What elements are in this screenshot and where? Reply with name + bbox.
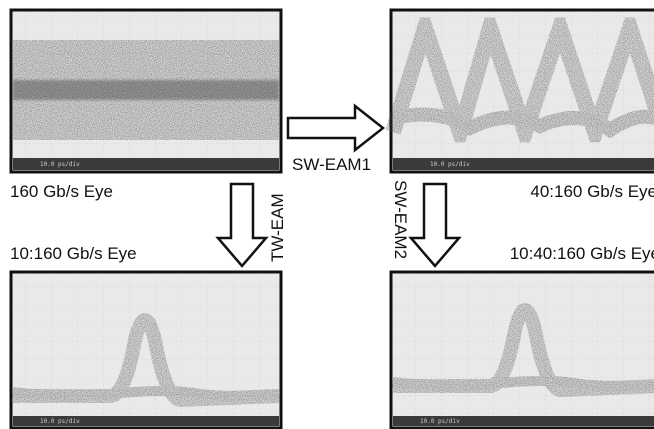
scope-footer: 10.0 ps/div — [430, 161, 470, 168]
arrow-down — [215, 182, 269, 268]
panel-label: 10:40:160 Gb/s Eye — [510, 244, 654, 263]
scope-panel: 10.0 ps/div — [9, 8, 283, 174]
panel-label: 40:160 Gb/s Eye — [530, 182, 654, 201]
scope-panel: 10.0 ps/div — [389, 270, 654, 429]
arrow-right — [286, 103, 386, 153]
scope-panel: 10.0 ps/div — [385, 1, 654, 174]
panel-label: 10:160 Gb/s Eye — [10, 244, 137, 263]
scope-footer: 10.0 ps/div — [420, 418, 460, 425]
panel-label: 160 Gb/s Eye — [10, 182, 113, 201]
scope-panel: 10.0 ps/div — [9, 270, 283, 429]
arrow-label: SW-EAM2 — [391, 180, 410, 259]
arrow-label: SW-EAM1 — [292, 155, 371, 174]
arrow-down — [408, 182, 462, 268]
scope-footer: 10.0 ps/div — [40, 161, 80, 168]
scope-footer: 10.0 ps/div — [40, 418, 80, 425]
arrow-label: TW-EAM — [268, 193, 287, 262]
